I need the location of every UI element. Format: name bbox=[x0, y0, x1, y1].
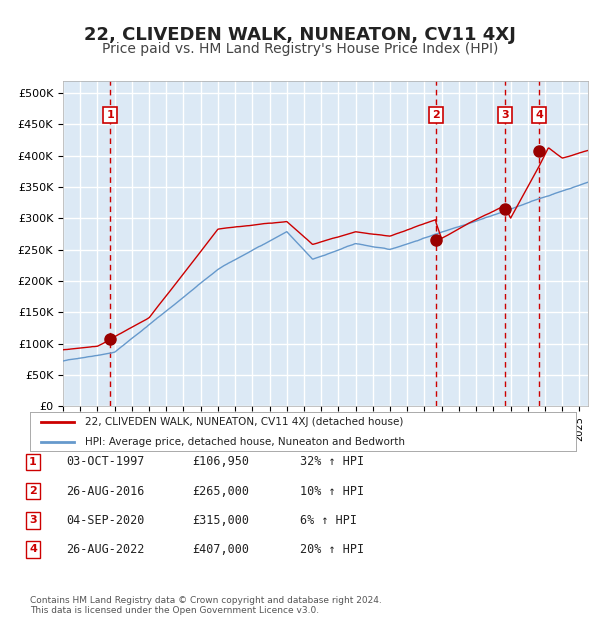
Text: 10% ↑ HPI: 10% ↑ HPI bbox=[300, 485, 364, 497]
Text: 4: 4 bbox=[29, 544, 37, 554]
Text: 4: 4 bbox=[535, 110, 543, 120]
Text: 2: 2 bbox=[29, 486, 37, 496]
Text: 3: 3 bbox=[29, 515, 37, 525]
Text: 03-OCT-1997: 03-OCT-1997 bbox=[66, 456, 145, 468]
Text: Contains HM Land Registry data © Crown copyright and database right 2024.
This d: Contains HM Land Registry data © Crown c… bbox=[30, 596, 382, 615]
Text: 20% ↑ HPI: 20% ↑ HPI bbox=[300, 543, 364, 556]
Text: 6% ↑ HPI: 6% ↑ HPI bbox=[300, 514, 357, 526]
Text: 2: 2 bbox=[432, 110, 440, 120]
Text: 1: 1 bbox=[29, 457, 37, 467]
Text: £265,000: £265,000 bbox=[192, 485, 249, 497]
Text: Price paid vs. HM Land Registry's House Price Index (HPI): Price paid vs. HM Land Registry's House … bbox=[102, 42, 498, 56]
Text: 26-AUG-2016: 26-AUG-2016 bbox=[66, 485, 145, 497]
Text: 04-SEP-2020: 04-SEP-2020 bbox=[66, 514, 145, 526]
Text: 32% ↑ HPI: 32% ↑ HPI bbox=[300, 456, 364, 468]
Text: £407,000: £407,000 bbox=[192, 543, 249, 556]
Text: 3: 3 bbox=[501, 110, 509, 120]
Text: £315,000: £315,000 bbox=[192, 514, 249, 526]
Text: £106,950: £106,950 bbox=[192, 456, 249, 468]
Text: 26-AUG-2022: 26-AUG-2022 bbox=[66, 543, 145, 556]
Text: 1: 1 bbox=[106, 110, 114, 120]
Text: 22, CLIVEDEN WALK, NUNEATON, CV11 4XJ: 22, CLIVEDEN WALK, NUNEATON, CV11 4XJ bbox=[84, 26, 516, 44]
Text: HPI: Average price, detached house, Nuneaton and Bedworth: HPI: Average price, detached house, Nune… bbox=[85, 436, 404, 446]
Text: 22, CLIVEDEN WALK, NUNEATON, CV11 4XJ (detached house): 22, CLIVEDEN WALK, NUNEATON, CV11 4XJ (d… bbox=[85, 417, 403, 427]
